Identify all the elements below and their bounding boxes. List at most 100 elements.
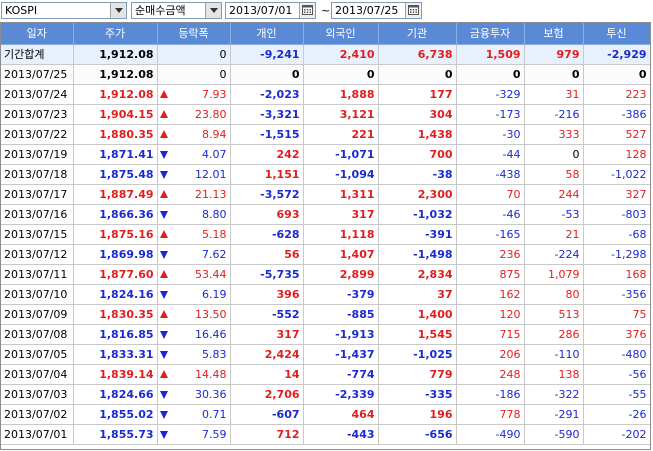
table-row[interactable]: 2013/07/17 1,887.49 21.13 -3,572 1,311 2,300 7…: [1, 184, 651, 205]
cell-foreign: -1,071: [303, 144, 379, 165]
cell-change: 30.36: [157, 384, 231, 405]
table-row[interactable]: 2013/07/24 1,912.08 7.93 -2,023 1,888 177 -329…: [1, 84, 651, 105]
cell-financial-investment: 120: [456, 304, 525, 325]
cell-individual: -2,023: [230, 84, 304, 105]
calendar-icon[interactable]: [405, 3, 421, 18]
cell-financial-investment: -165: [456, 224, 525, 245]
table-row[interactable]: 2013/07/19 1,871.41 4.07 242 -1,071 700 -44 0 12…: [1, 144, 651, 165]
table-row[interactable]: 2013/07/04 1,839.14 14.48 14 -774 779 248 138 -5…: [1, 364, 651, 385]
cell-foreign: 1,311: [303, 184, 379, 205]
column-header-financial-investment-col[interactable]: 금융투자: [456, 23, 525, 45]
cell-change: 7.62: [157, 244, 231, 265]
cell-financial-investment: 778: [456, 404, 525, 425]
cell-foreign: -885: [303, 304, 379, 325]
column-header-foreign-col[interactable]: 외국인: [303, 23, 379, 45]
table-row[interactable]: 2013/07/10 1,824.16 6.19 396 -379 37 162 80 -356: [1, 284, 651, 305]
cell-insurance: 138: [524, 364, 584, 385]
cell-price: 1,877.60: [73, 264, 158, 285]
cell-price: 1,869.98: [73, 244, 158, 265]
cell-foreign: -2,339: [303, 384, 379, 405]
cell-price: 1,855.73: [73, 424, 158, 445]
cell-investment-trust: -56: [583, 364, 651, 385]
down-arrow-icon: [159, 290, 168, 299]
cell-financial-investment: 206: [456, 344, 525, 365]
cell-change-value: 7.59: [202, 427, 227, 441]
cell-investment-trust: 376: [583, 324, 651, 345]
cell-institution: -335: [378, 384, 457, 405]
table-row[interactable]: 2013/07/08 1,816.85 16.46 317 -1,913 1,545 715…: [1, 324, 651, 345]
cell-investment-trust: 327: [583, 184, 651, 205]
cell-institution: 177: [378, 84, 457, 105]
column-header-investment-trust-col[interactable]: 투신: [583, 23, 651, 45]
cell-price: 1,904.15: [73, 104, 158, 125]
cell-financial-investment: 236: [456, 244, 525, 265]
cell-change: 16.46: [157, 324, 231, 345]
table-row[interactable]: 2013/07/23 1,904.15 23.80 -3,321 3,121 304 -17…: [1, 104, 651, 125]
cell-change-value: 30.36: [195, 387, 227, 401]
cell-change-value: 5.83: [202, 347, 227, 361]
table-row[interactable]: 2013/07/18 1,875.48 12.01 1,151 -1,094 -38 -43…: [1, 164, 651, 185]
column-header-date-col[interactable]: 일자: [1, 23, 74, 45]
table-row[interactable]: 2013/07/09 1,830.35 13.50 -552 -885 1,400 120 5…: [1, 304, 651, 325]
up-arrow-icon: [159, 129, 168, 138]
cell-financial-investment: -438: [456, 164, 525, 185]
cell-change-value: 14.48: [195, 367, 227, 381]
cell-date: 2013/07/02: [1, 404, 74, 425]
cell-individual: -607: [230, 404, 304, 425]
table-row[interactable]: 2013/07/05 1,833.31 5.83 2,424 -1,437 -1,025 2…: [1, 344, 651, 365]
table-row[interactable]: 2013/07/11 1,877.60 53.44 -5,735 2,899 2,834 8…: [1, 264, 651, 285]
cell-insurance: 58: [524, 164, 584, 185]
cell-institution: 2,834: [378, 264, 457, 285]
date-from-field[interactable]: 2013/07/01: [225, 2, 316, 19]
up-arrow-icon: [159, 189, 168, 198]
metric-select[interactable]: 순매수금액: [131, 2, 222, 19]
column-header-change-col[interactable]: 등락폭: [157, 23, 231, 45]
table-row[interactable]: 2013/07/15 1,875.16 5.18 -628 1,118 -391 -165 2…: [1, 224, 651, 245]
date-to-field[interactable]: 2013/07/25: [331, 2, 422, 19]
column-header-institution-col[interactable]: 기관: [378, 23, 457, 45]
table-row[interactable]: 기간합계 1,912.08 0 -9,241 2,410 6,738 1,509 979 -2,…: [1, 44, 651, 65]
down-arrow-icon: [159, 430, 168, 439]
table-row[interactable]: 2013/07/02 1,855.02 0.71 -607 464 196 778 -291-…: [1, 404, 651, 425]
table-row[interactable]: 2013/07/25 1,912.08 0 0 0 0 0 0 0: [1, 64, 651, 85]
market-select[interactable]: KOSPI: [1, 2, 127, 19]
column-header-individual-col[interactable]: 개인: [230, 23, 304, 45]
chevron-down-icon[interactable]: [110, 3, 126, 18]
cell-institution: 779: [378, 364, 457, 385]
down-arrow-icon: [159, 210, 168, 219]
cell-investment-trust: -68: [583, 224, 651, 245]
cell-change-value: 6.19: [202, 287, 227, 301]
table-row[interactable]: 2013/07/01 1,855.73 7.59 712 -443 -656 -490 -59…: [1, 424, 651, 445]
table-row[interactable]: 2013/07/03 1,824.66 30.36 2,706 -2,339 -335 -1…: [1, 384, 651, 405]
cell-foreign: -774: [303, 364, 379, 385]
market-select-value: KOSPI: [5, 4, 38, 17]
chevron-down-icon[interactable]: [205, 3, 221, 18]
calendar-icon[interactable]: [299, 3, 315, 18]
cell-individual: -1,515: [230, 124, 304, 145]
cell-institution: 1,438: [378, 124, 457, 145]
cell-change: 4.07: [157, 144, 231, 165]
cell-change: 6.19: [157, 284, 231, 305]
cell-date: 2013/07/11: [1, 264, 74, 285]
cell-change-value: 53.44: [195, 267, 227, 281]
cell-investment-trust: -1,022: [583, 164, 651, 185]
cell-change: 13.50: [157, 304, 231, 325]
cell-foreign: -443: [303, 424, 379, 445]
column-header-price-col[interactable]: 주가: [73, 23, 158, 45]
cell-change-value: 8.80: [202, 207, 227, 221]
cell-financial-investment: -30: [456, 124, 525, 145]
cell-insurance: 979: [524, 44, 584, 65]
cell-individual: -9,241: [230, 44, 304, 65]
cell-financial-investment: 248: [456, 364, 525, 385]
cell-insurance: -590: [524, 424, 584, 445]
table-row[interactable]: 2013/07/22 1,880.35 8.94 -1,515 221 1,438 -30 3…: [1, 124, 651, 145]
cell-price: 1,912.08: [73, 44, 158, 65]
table-row[interactable]: 2013/07/16 1,866.36 8.80 693 317 -1,032 -46 -53…: [1, 204, 651, 225]
cell-financial-investment: -329: [456, 84, 525, 105]
table-row[interactable]: 2013/07/12 1,869.98 7.62 56 1,407 -1,498 236 -2…: [1, 244, 651, 265]
date-range-separator: ~: [321, 4, 331, 17]
cell-institution: 6,738: [378, 44, 457, 65]
cell-price: 1,875.48: [73, 164, 158, 185]
cell-change-value: 5.18: [202, 227, 227, 241]
column-header-insurance-col[interactable]: 보험: [524, 23, 584, 45]
